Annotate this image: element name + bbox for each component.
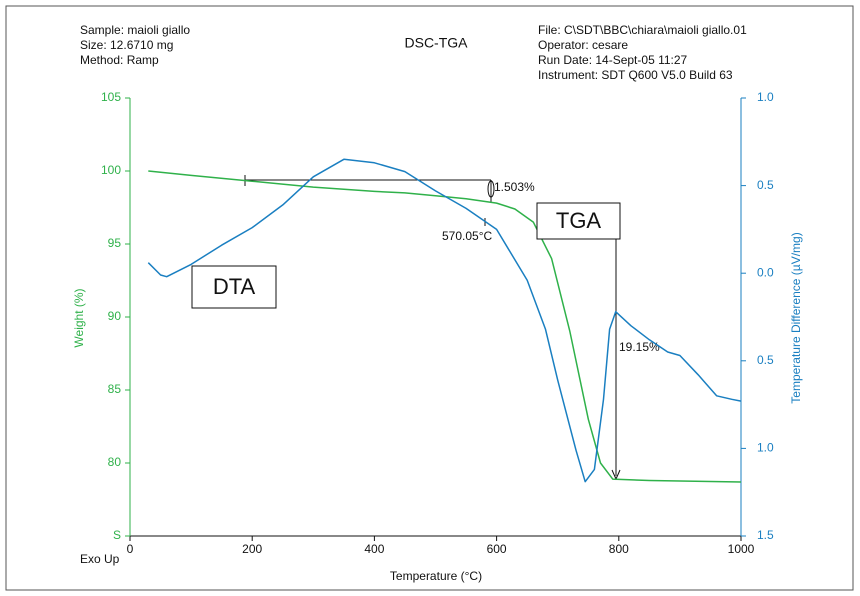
annotation: 1.503% — [494, 180, 535, 194]
y-tick-label: 100 — [101, 163, 121, 177]
info-left: Size: 12.6710 mg — [80, 38, 173, 52]
annotation-lines — [244, 175, 621, 481]
corner-label: Exo Up — [80, 552, 120, 566]
info-left: Method: Ramp — [80, 53, 159, 67]
x-tick-label: 600 — [487, 542, 507, 556]
series-line — [148, 170, 742, 483]
y-tick-label: 95 — [108, 236, 122, 250]
annotation: 19.15% — [619, 340, 660, 354]
info-right: File: C\SDT\BBC\chiara\maioli giallo.01 — [538, 23, 747, 37]
series-label: DTA — [213, 274, 256, 299]
frame — [5, 5, 854, 591]
y-axis-label: Weight (%) — [72, 288, 86, 347]
y2-tick-label: 0.5 — [757, 178, 774, 192]
y2-tick-label: 0.5 — [757, 353, 774, 367]
series-label: TGA — [556, 208, 602, 233]
annotation: 570.05°C — [442, 229, 493, 243]
y-tick-label: 85 — [108, 382, 122, 396]
x-tick-label: 400 — [364, 542, 384, 556]
info-right: Operator: cesare — [538, 38, 628, 52]
y2-tick-label: 1.5 — [757, 528, 774, 542]
series-line — [147, 158, 742, 483]
x-axis-label: Temperature (°C) — [390, 569, 482, 583]
x-tick-label: 0 — [127, 542, 134, 556]
info-right: Run Date: 14-Sept-05 11:27 — [538, 53, 688, 67]
info-right: Instrument: SDT Q600 V5.0 Build 63 — [538, 68, 733, 82]
y2-tick-label: 0.0 — [757, 265, 774, 279]
y2-tick-label: 1.0 — [757, 441, 774, 455]
chart-title: DSC-TGA — [405, 35, 469, 51]
y2-axis-label: Temperature Difference (µV/mg) — [789, 232, 803, 403]
x-tick-label: 200 — [242, 542, 262, 556]
x-tick-label: 800 — [609, 542, 629, 556]
y2-tick-label: 1.0 — [757, 90, 774, 104]
y-tick-label: 80 — [108, 455, 122, 469]
series-label-box — [191, 265, 277, 309]
y-tick-label: 90 — [108, 309, 122, 323]
info-left: Sample: maioli giallo — [80, 23, 190, 37]
x-tick-label: 1000 — [728, 542, 755, 556]
y-tick-label: 105 — [101, 90, 121, 104]
series-label-box — [536, 202, 621, 240]
y-tick-label: S — [113, 528, 121, 542]
